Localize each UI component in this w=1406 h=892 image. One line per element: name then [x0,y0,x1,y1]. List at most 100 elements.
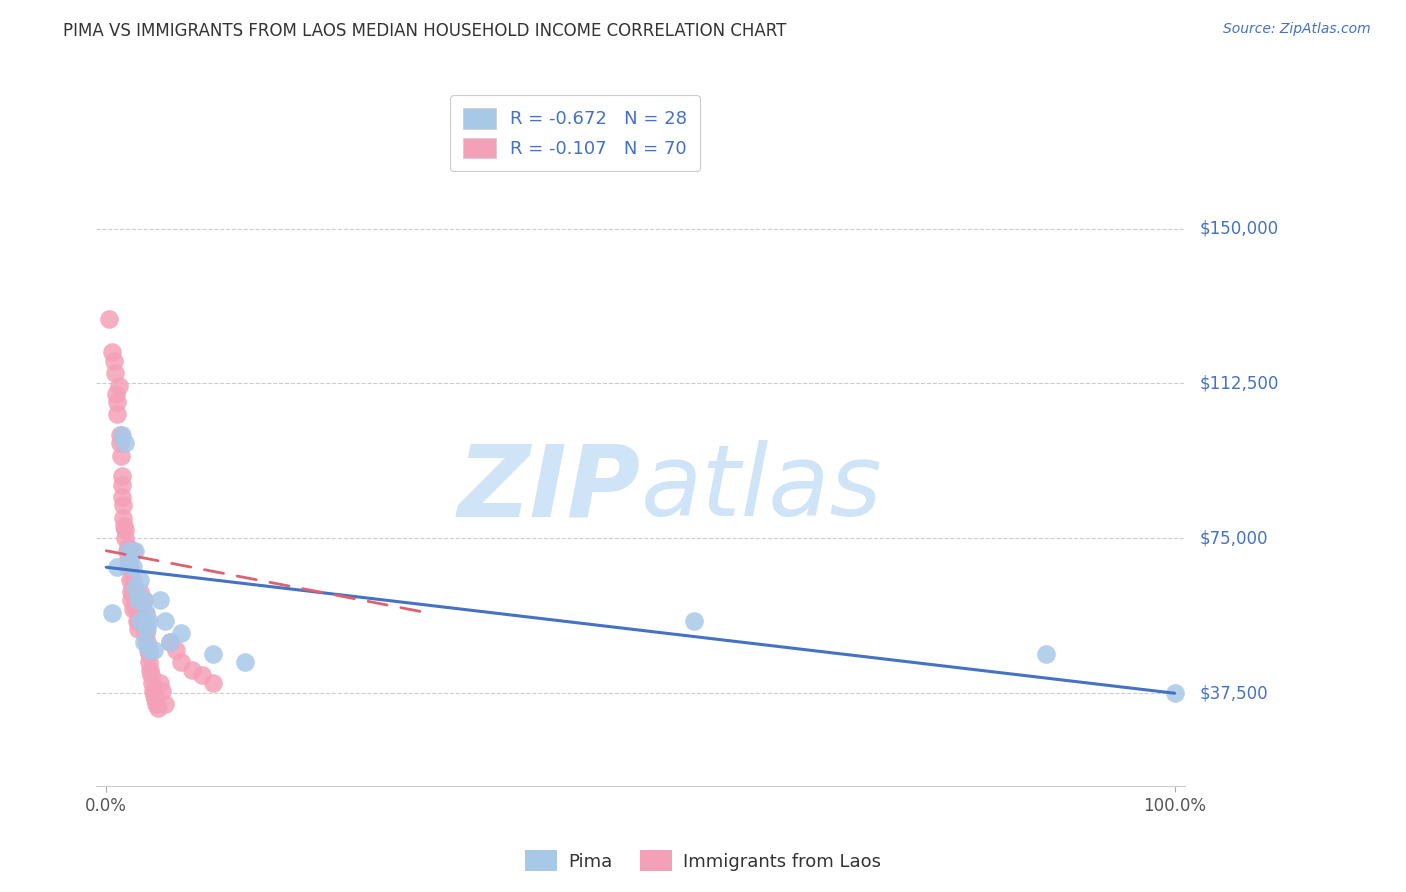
Point [233,655,256,669]
Point [142,684,165,698]
Point [202,676,225,690]
Point [128,593,150,607]
Point [138,614,160,628]
Point [131,614,153,628]
Point [143,643,166,657]
Point [135,606,157,620]
Text: $112,500: $112,500 [1199,375,1278,392]
Point [111,477,134,491]
Point [153,614,176,628]
Point [135,614,157,628]
Point [111,469,134,483]
Point [122,543,145,558]
Point [682,614,704,628]
Point [112,510,135,524]
Point [118,552,141,566]
Point [122,585,145,599]
Point [127,614,149,628]
Point [165,643,187,657]
Point [127,614,149,628]
Point [202,647,225,661]
Point [1163,686,1185,700]
Point [132,634,155,648]
Point [153,697,176,711]
Point [120,585,142,599]
Point [103,353,125,368]
Point [118,552,141,566]
Text: $37,500: $37,500 [1199,684,1268,702]
Point [111,428,134,442]
Point [98,312,121,326]
Point [138,643,160,657]
Point [121,581,143,595]
Point [129,573,152,587]
Legend: R = -0.672   N = 28, R = -0.107   N = 70: R = -0.672 N = 28, R = -0.107 N = 70 [450,95,700,171]
Point [118,573,141,587]
Point [117,540,139,554]
Point [128,606,150,620]
Point [114,436,136,450]
Point [138,647,160,661]
Point [117,560,139,574]
Point [112,519,135,533]
Point [124,581,146,595]
Point [159,634,181,648]
Point [105,560,128,574]
Point [108,378,131,392]
Point [105,395,128,409]
Point [120,593,142,607]
Text: $150,000: $150,000 [1199,219,1278,237]
Point [131,601,153,615]
Point [115,543,138,558]
Point [159,634,181,648]
Point [127,593,149,607]
Text: atlas: atlas [640,441,882,537]
Point [117,543,139,558]
Text: Source: ZipAtlas.com: Source: ZipAtlas.com [1223,22,1371,37]
Point [104,386,127,401]
Point [132,593,155,607]
Point [118,560,141,574]
Point [149,676,172,690]
Point [143,688,166,702]
Point [135,626,157,640]
Point [127,622,149,636]
Point [145,697,167,711]
Point [112,498,135,512]
Point [124,593,146,607]
Point [135,622,157,636]
Point [149,593,172,607]
Point [138,655,160,669]
Point [111,490,134,504]
Point [108,436,131,450]
Point [122,560,145,574]
Point [122,601,145,615]
Point [1035,647,1057,661]
Point [150,684,173,698]
Point [146,700,169,714]
Point [134,606,156,620]
Point [139,667,162,681]
Point [170,626,193,640]
Point [100,606,122,620]
Point [114,523,136,537]
Point [170,655,193,669]
Point [139,664,162,678]
Point [145,692,167,706]
Point [141,676,163,690]
Point [132,593,155,607]
Point [136,643,159,657]
Point [125,601,148,615]
Point [122,573,145,587]
Point [108,428,131,442]
Legend: Pima, Immigrants from Laos: Pima, Immigrants from Laos [517,843,889,879]
Point [124,543,146,558]
Point [104,366,127,380]
Point [117,543,139,558]
Point [129,614,152,628]
Point [105,408,128,422]
Text: PIMA VS IMMIGRANTS FROM LAOS MEDIAN HOUSEHOLD INCOME CORRELATION CHART: PIMA VS IMMIGRANTS FROM LAOS MEDIAN HOUS… [63,22,786,40]
Point [132,622,155,636]
Point [180,664,202,678]
Point [135,634,157,648]
